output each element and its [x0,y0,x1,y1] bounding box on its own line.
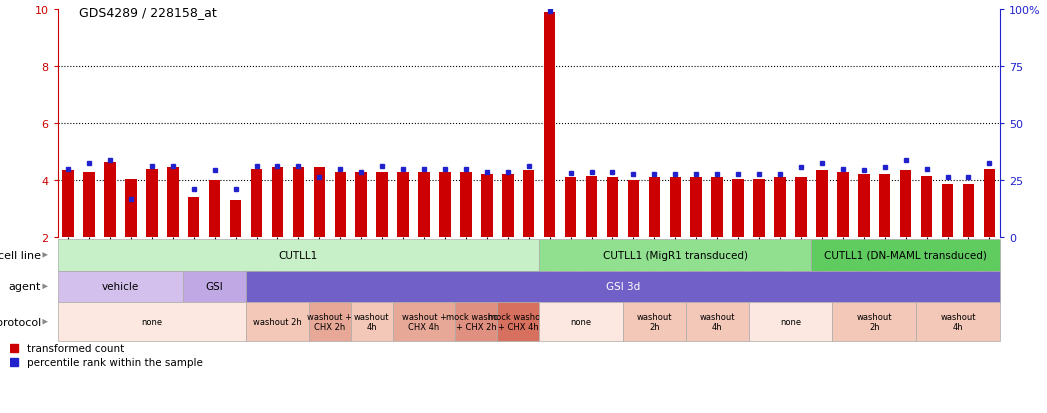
Bar [398,172,408,237]
Bar [691,178,701,237]
Bar [168,168,178,237]
Bar [544,13,556,237]
Bar [419,172,430,237]
Bar [461,172,471,237]
Bar [230,201,242,237]
Bar [293,168,304,237]
Bar [209,181,221,237]
Bar [796,178,806,237]
Bar [628,181,639,237]
Bar [775,178,785,237]
Bar [817,171,827,237]
Text: CUTLL1 (MigR1 transduced): CUTLL1 (MigR1 transduced) [603,250,748,260]
Bar [355,172,366,237]
Text: GSI 3d: GSI 3d [606,282,640,292]
Text: none: none [571,318,592,326]
Bar [879,175,890,237]
Bar [942,185,954,237]
Bar [272,168,283,237]
Bar [105,162,115,237]
Bar [440,172,451,237]
Bar [586,176,598,237]
Bar [188,198,199,237]
Text: agent: agent [8,282,41,292]
Bar [733,179,743,237]
Bar [503,175,514,237]
Bar [984,169,995,237]
Text: washout 2h: washout 2h [253,318,302,326]
Text: percentile rank within the sample: percentile rank within the sample [27,357,203,367]
Bar [921,176,933,237]
Bar [859,175,870,237]
Bar [314,168,325,237]
Bar [251,169,262,237]
Text: cell line: cell line [0,250,41,260]
Bar [63,171,73,237]
Text: mock washout
+ CHX 2h: mock washout + CHX 2h [446,313,507,331]
Text: GSI: GSI [206,282,223,292]
Bar [482,175,493,237]
Text: vehicle: vehicle [102,282,139,292]
Text: washout
4h: washout 4h [354,313,389,331]
Bar [838,172,848,237]
Text: washout
4h: washout 4h [940,313,976,331]
Text: washout
2h: washout 2h [637,313,672,331]
Text: none: none [780,318,801,326]
Bar [649,178,661,237]
Text: transformed count: transformed count [27,343,125,353]
Bar [377,172,387,237]
Bar [335,172,346,237]
Bar [900,171,911,237]
Text: mock washout
+ CHX 4h: mock washout + CHX 4h [488,313,549,331]
Bar [84,172,94,237]
Bar [147,169,158,237]
Text: washout
2h: washout 2h [856,313,892,331]
Bar [565,178,577,237]
Bar [126,179,136,237]
Text: CUTLL1: CUTLL1 [279,250,318,260]
Text: protocol: protocol [0,317,41,327]
Text: washout +
CHX 4h: washout + CHX 4h [402,313,446,331]
Text: washout
4h: washout 4h [699,313,735,331]
Text: none: none [141,318,162,326]
Bar [712,178,722,237]
Text: washout +
CHX 2h: washout + CHX 2h [308,313,352,331]
Bar [524,171,535,237]
Text: CUTLL1 (DN-MAML transduced): CUTLL1 (DN-MAML transduced) [824,250,987,260]
Bar [607,178,618,237]
Bar [670,178,682,237]
Bar [754,179,764,237]
Text: GDS4289 / 228158_at: GDS4289 / 228158_at [79,6,217,19]
Bar [963,185,974,237]
